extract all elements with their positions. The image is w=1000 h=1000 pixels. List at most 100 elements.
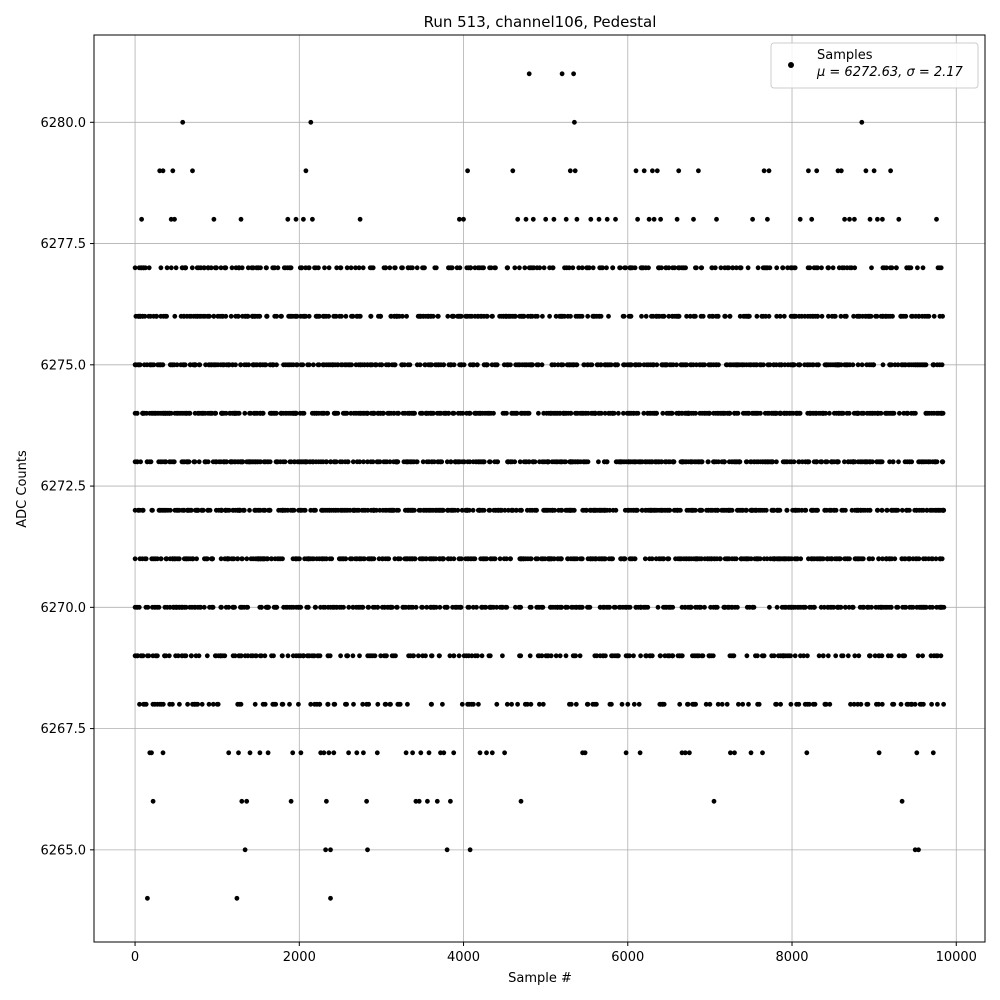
data-point <box>288 507 294 513</box>
data-point <box>610 653 616 659</box>
data-point <box>549 507 555 513</box>
data-point <box>502 410 507 416</box>
data-point <box>256 556 262 562</box>
data-point <box>308 119 314 125</box>
data-point <box>394 410 400 416</box>
data-point <box>710 507 715 513</box>
data-point <box>172 216 177 222</box>
data-point <box>810 701 816 707</box>
data-point <box>726 507 732 513</box>
data-point <box>626 313 632 319</box>
data-point <box>414 265 420 271</box>
data-point <box>590 265 596 271</box>
data-point <box>172 410 178 416</box>
data-point <box>737 313 743 319</box>
data-point <box>164 604 170 610</box>
data-point <box>846 604 852 610</box>
data-point <box>666 265 672 271</box>
data-point <box>589 362 595 368</box>
data-point <box>875 410 880 416</box>
data-point <box>396 507 401 513</box>
data-point <box>450 410 456 416</box>
data-point <box>526 459 532 465</box>
data-point <box>645 410 651 416</box>
data-point <box>813 410 818 416</box>
data-point <box>740 701 746 707</box>
data-point <box>488 410 494 416</box>
data-point <box>679 750 685 756</box>
data-point <box>132 604 138 610</box>
x-axis-ticks: 0 2000 4000 6000 8000 10000 <box>131 942 977 965</box>
data-point <box>542 507 548 513</box>
data-point <box>753 653 758 659</box>
data-point <box>233 313 239 319</box>
data-point <box>332 459 337 465</box>
data-point <box>631 701 637 707</box>
data-point <box>609 701 614 707</box>
data-point <box>584 507 589 513</box>
data-point <box>851 701 857 707</box>
data-point <box>626 410 632 416</box>
data-point <box>884 556 889 562</box>
data-point <box>592 410 598 416</box>
data-point <box>528 604 534 610</box>
data-point <box>567 459 573 465</box>
data-point <box>858 507 864 513</box>
data-point <box>319 507 325 513</box>
data-point <box>258 459 263 465</box>
data-point <box>419 556 425 562</box>
data-point <box>672 265 677 271</box>
data-point <box>552 604 558 610</box>
data-point <box>820 653 826 659</box>
data-point <box>544 410 549 416</box>
data-point <box>799 507 805 513</box>
data-point <box>617 265 622 271</box>
data-point <box>271 265 277 271</box>
data-point <box>378 653 384 659</box>
data-point <box>724 701 730 707</box>
data-point <box>781 653 787 659</box>
data-point <box>838 604 844 610</box>
data-point <box>823 459 828 465</box>
data-point <box>469 653 475 659</box>
data-point <box>761 556 767 562</box>
data-point <box>606 313 611 319</box>
data-point <box>771 362 777 368</box>
data-point <box>564 265 570 271</box>
data-point <box>413 798 419 804</box>
data-point <box>722 507 728 513</box>
data-point <box>441 362 447 368</box>
data-point <box>334 604 339 610</box>
data-point <box>332 701 338 707</box>
data-point <box>149 750 154 756</box>
data-point <box>326 362 331 368</box>
data-point <box>242 847 248 853</box>
data-point <box>559 604 564 610</box>
data-point <box>802 701 808 707</box>
data-point <box>521 556 527 562</box>
data-point <box>787 556 793 562</box>
data-point <box>404 313 409 319</box>
data-point <box>653 507 659 513</box>
data-point <box>867 556 872 562</box>
data-point <box>229 265 235 271</box>
data-point <box>298 750 304 756</box>
data-point <box>540 701 546 707</box>
data-point <box>767 604 772 610</box>
data-point <box>559 507 565 513</box>
data-point <box>565 410 571 416</box>
data-point <box>888 168 893 174</box>
data-point <box>413 604 419 610</box>
data-point <box>406 507 412 513</box>
data-point <box>139 216 145 222</box>
data-point <box>408 604 414 610</box>
data-point <box>440 556 445 562</box>
data-point <box>591 507 597 513</box>
data-point <box>478 313 484 319</box>
data-point <box>707 701 713 707</box>
data-point <box>825 653 831 659</box>
data-point <box>531 265 537 271</box>
data-point <box>226 507 232 513</box>
data-point <box>607 507 613 513</box>
data-point <box>424 459 430 465</box>
